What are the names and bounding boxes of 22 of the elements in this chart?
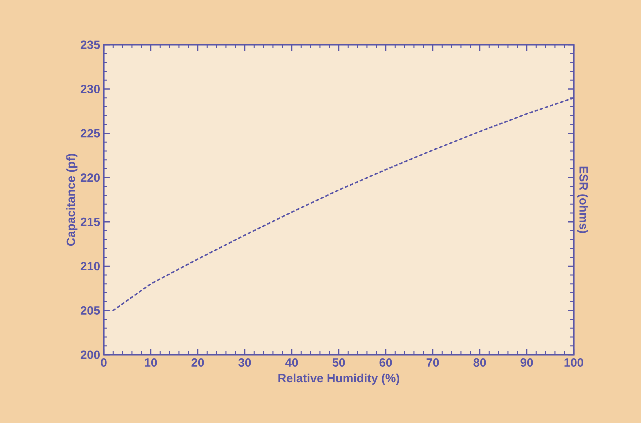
y-tick-label: 220: [80, 174, 100, 182]
y-tick-label: 215: [80, 218, 100, 226]
y-tick-label: 225: [80, 129, 100, 138]
x-tick-label: 0: [101, 358, 107, 367]
x-tick-label: 40: [286, 358, 298, 367]
x-tick-label: 50: [332, 358, 346, 367]
x-tick-label: 20: [192, 358, 204, 367]
x-tick-label: 10: [145, 358, 158, 367]
y-axis-title: Capacitance (pf): [66, 154, 78, 246]
x-tick-label: 80: [474, 358, 486, 367]
x-tick-label: 100: [564, 358, 584, 367]
y2-axis-title: ESR (ohms): [577, 166, 588, 234]
x-tick-label: 30: [238, 358, 252, 368]
y-tick-label: 235: [80, 40, 100, 50]
x-axis-title: Relative Humidity (%): [278, 374, 400, 385]
x-tick-label: 90: [520, 358, 534, 367]
y-tick-label: 230: [80, 85, 100, 94]
y-tick-label: 200: [80, 350, 100, 360]
y-tick-label: 205: [80, 306, 100, 315]
x-tick-label: 60: [380, 358, 392, 367]
y-tick-label: 210: [80, 262, 100, 271]
x-tick-label: 70: [426, 358, 440, 367]
